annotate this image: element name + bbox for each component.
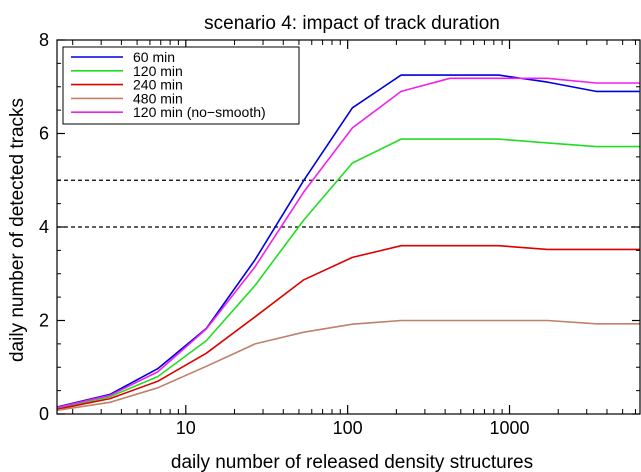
series-line-5 <box>56 77 640 409</box>
series-line-1 <box>56 74 640 408</box>
legend-label-5: 120 min (no−smooth) <box>133 104 266 120</box>
y-axis-label: daily number of detected tracks <box>7 98 28 362</box>
plot-area <box>56 74 640 412</box>
legend-label-3: 240 min <box>133 77 183 93</box>
y-tick-label: 0 <box>39 404 49 424</box>
y-tick-label: 4 <box>39 217 49 237</box>
y-tick-label: 2 <box>39 311 49 331</box>
y-tick-label: 8 <box>39 30 49 50</box>
legend-box <box>62 46 300 125</box>
series-line-4 <box>56 319 640 412</box>
y-tick-label: 6 <box>39 124 49 144</box>
series-line-2 <box>56 138 640 410</box>
chart-title: scenario 4: impact of track duration <box>204 13 500 34</box>
series-line-3 <box>56 244 640 411</box>
x-axis-label: daily number of released density structu… <box>171 452 533 472</box>
legend-label-4: 480 min <box>133 90 183 106</box>
x-tick-label: 1000 <box>489 418 529 438</box>
axes: 0 2 4 6 8 10 100 1000 <box>39 30 641 438</box>
x-tick-label: 100 <box>333 418 363 438</box>
legend-label-2: 120 min <box>133 63 183 79</box>
x-tick-label: 10 <box>176 418 196 438</box>
legend-label-1: 60 min <box>133 49 175 65</box>
